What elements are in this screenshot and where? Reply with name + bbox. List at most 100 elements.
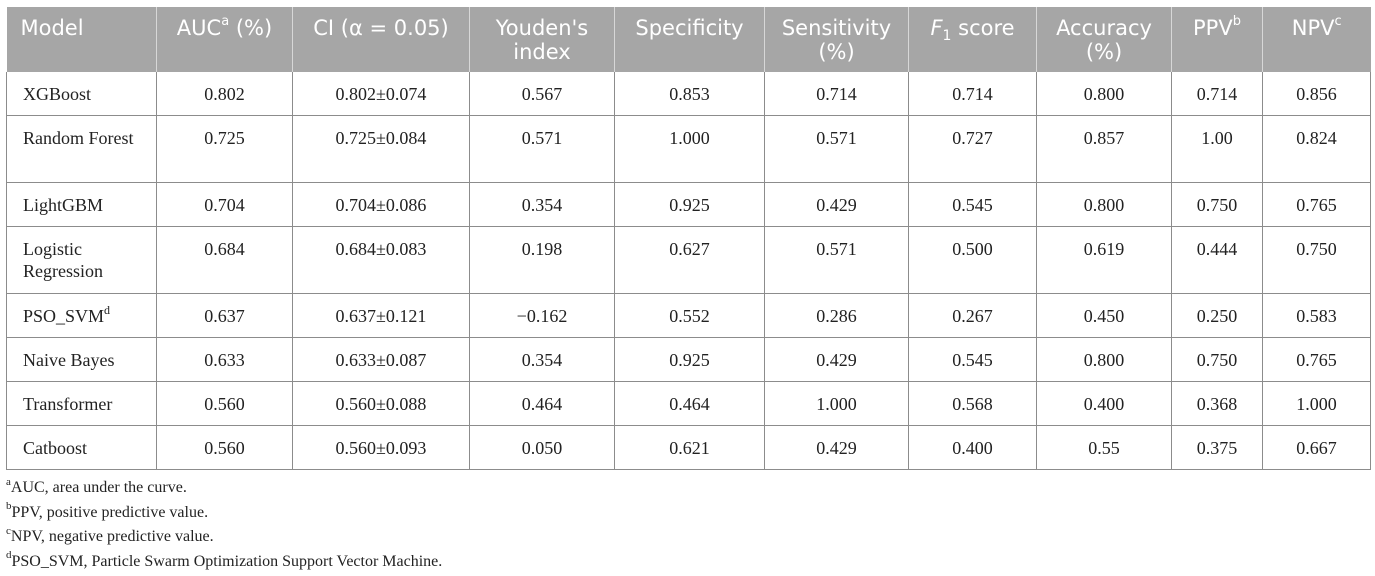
header-specificity: Specificity: [614, 7, 765, 72]
header-f1-score: F1 score: [908, 7, 1037, 72]
cell-value: 0.857: [1036, 115, 1172, 183]
cell-value: 0.714: [908, 72, 1037, 116]
header-ci: CI (α = 0.05): [292, 7, 470, 72]
cell-value: 0.400: [1036, 381, 1172, 426]
table-row: PSO_SVMd 0.637 0.637±0.121 −0.162 0.552 0.286…: [6, 293, 1371, 338]
footnote-npv: cNPV, negative predictive value.: [6, 524, 214, 545]
cell-value: 0.800: [1036, 72, 1172, 116]
cell-value: 0.560: [156, 381, 293, 426]
cell-value: 0.560±0.088: [292, 381, 470, 426]
cell-value: 0.637±0.121: [292, 293, 470, 338]
cell-value: 0.853: [614, 72, 765, 116]
table-row: Naive Bayes 0.633 0.633±0.087 0.354 0.925 0.4…: [6, 337, 1371, 382]
cell-value: 0.765: [1262, 337, 1371, 382]
cell-value: 0.684: [156, 226, 293, 294]
table-row: XGBoost 0.802 0.802±0.074 0.567 0.853 0.714 0.…: [6, 72, 1371, 116]
cell-value: 0.856: [1262, 72, 1371, 116]
header-npv: NPVc: [1262, 7, 1371, 72]
cell-value: 0.714: [764, 72, 909, 116]
cell-value: 0.55: [1036, 425, 1172, 470]
cell-value: 0.621: [614, 425, 765, 470]
cell-value: 0.545: [908, 182, 1037, 227]
cell-value: 0.704: [156, 182, 293, 227]
cell-value: 0.444: [1171, 226, 1263, 294]
cell-value: 0.354: [469, 337, 615, 382]
cell-value: 0.765: [1262, 182, 1371, 227]
cell-value: 0.375: [1171, 425, 1263, 470]
cell-value: 0.750: [1171, 337, 1263, 382]
cell-value: 0.800: [1036, 337, 1172, 382]
header-sensitivity: Sensitivity (%): [764, 7, 909, 72]
cell-value: 0.267: [908, 293, 1037, 338]
cell-value: 1.00: [1171, 115, 1263, 183]
header-youden: Youden's index: [469, 7, 615, 72]
cell-value: −0.162: [469, 293, 615, 338]
cell-value: 0.286: [764, 293, 909, 338]
cell-value: 0.571: [764, 226, 909, 294]
cell-value: 0.684±0.083: [292, 226, 470, 294]
cell-value: 0.567: [469, 72, 615, 116]
footnote-auc: aAUC, area under the curve.: [6, 475, 187, 496]
table-row: Logistic Regression 0.684 0.684±0.083 0.198…: [6, 226, 1371, 294]
cell-value: 0.571: [764, 115, 909, 183]
cell-value: 0.725: [156, 115, 293, 183]
cell-value: 0.714: [1171, 72, 1263, 116]
cell-value: 0.571: [469, 115, 615, 183]
cell-value: 0.667: [1262, 425, 1371, 470]
table-footnotes: aAUC, area under the curve. bPPV, positi…: [6, 476, 442, 574]
cell-value: 0.464: [614, 381, 765, 426]
cell-value: 0.560±0.093: [292, 425, 470, 470]
cell-value: 0.725±0.084: [292, 115, 470, 183]
header-model: Model: [6, 7, 157, 72]
cell-value: 0.824: [1262, 115, 1371, 183]
cell-value: 0.619: [1036, 226, 1172, 294]
header-auc: AUCa (%): [156, 7, 293, 72]
cell-value: 0.429: [764, 337, 909, 382]
cell-value: 0.568: [908, 381, 1037, 426]
cell-value: 1.000: [614, 115, 765, 183]
cell-model: Naive Bayes: [6, 337, 157, 382]
cell-model: Transformer: [6, 381, 157, 426]
cell-value: 0.704±0.086: [292, 182, 470, 227]
footnote-ppv: bPPV, positive predictive value.: [6, 500, 209, 521]
cell-value: 0.633: [156, 337, 293, 382]
cell-value: 0.800: [1036, 182, 1172, 227]
cell-value: 0.400: [908, 425, 1037, 470]
cell-value: 0.802±0.074: [292, 72, 470, 116]
cell-value: 0.627: [614, 226, 765, 294]
cell-value: 0.925: [614, 182, 765, 227]
footnote-pso-svm: dPSO_SVM, Particle Swarm Optimization Su…: [6, 549, 443, 570]
cell-value: 0.545: [908, 337, 1037, 382]
cell-value: 0.552: [614, 293, 765, 338]
cell-model: LightGBM: [6, 182, 157, 227]
header-ppv: PPVb: [1171, 7, 1263, 72]
cell-value: 0.583: [1262, 293, 1371, 338]
cell-value: 0.050: [469, 425, 615, 470]
table-row: Random Forest 0.725 0.725±0.084 0.571 1.000 0…: [6, 115, 1371, 183]
cell-value: 0.637: [156, 293, 293, 338]
cell-value: 0.429: [764, 425, 909, 470]
cell-value: 0.250: [1171, 293, 1263, 338]
table-row: Transformer 0.560 0.560±0.088 0.464 0.464 1.0…: [6, 381, 1371, 426]
cell-value: 0.500: [908, 226, 1037, 294]
cell-value: 0.464: [469, 381, 615, 426]
model-performance-table: Model AUCa (%) CI (α = 0.05) Youden's in…: [6, 7, 1371, 470]
cell-value: 0.354: [469, 182, 615, 227]
cell-value: 0.198: [469, 226, 615, 294]
cell-model: Catboost: [6, 425, 157, 470]
table-row: Catboost 0.560 0.560±0.093 0.050 0.621 0.429 0…: [6, 425, 1371, 470]
cell-value: 0.750: [1171, 182, 1263, 227]
cell-value: 0.633±0.087: [292, 337, 470, 382]
cell-value: 0.560: [156, 425, 293, 470]
table-header-row: Model AUCa (%) CI (α = 0.05) Youden's in…: [6, 7, 1371, 72]
cell-value: 0.727: [908, 115, 1037, 183]
cell-model: PSO_SVMd: [6, 293, 157, 338]
cell-value: 0.750: [1262, 226, 1371, 294]
cell-value: 0.450: [1036, 293, 1172, 338]
cell-model: XGBoost: [6, 72, 157, 116]
results-table-container: Model AUCa (%) CI (α = 0.05) Youden's in…: [6, 7, 1371, 470]
cell-value: 0.802: [156, 72, 293, 116]
header-accuracy: Accuracy (%): [1036, 7, 1172, 72]
cell-value: 1.000: [1262, 381, 1371, 426]
cell-value: 0.429: [764, 182, 909, 227]
